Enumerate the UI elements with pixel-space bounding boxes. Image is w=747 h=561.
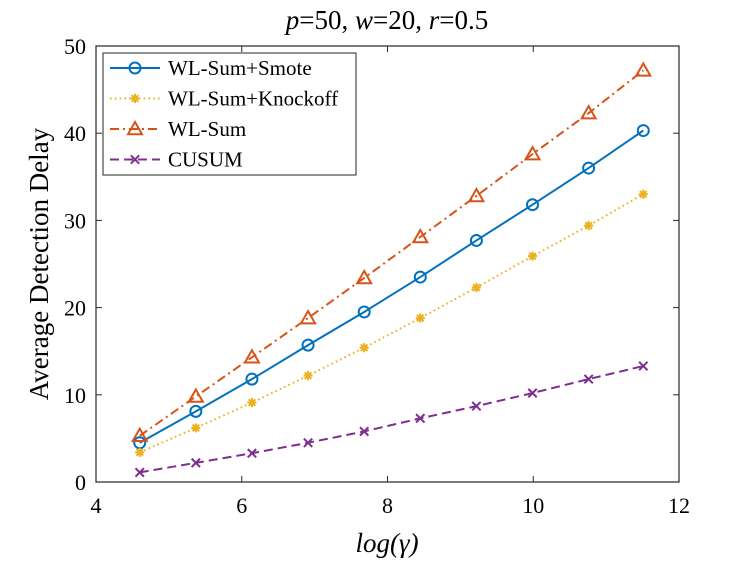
data-point xyxy=(303,437,313,448)
data-point xyxy=(636,124,650,138)
data-point xyxy=(189,404,203,418)
data-point xyxy=(413,270,427,284)
data-point xyxy=(471,282,482,293)
title-p-val: =50, xyxy=(299,5,355,35)
axis-ticks: 4 6 8 10 12 0 10 20 30 40 50 xyxy=(64,34,690,518)
data-point xyxy=(523,145,542,161)
x-axis-label: log(γ) xyxy=(355,528,418,558)
y-tick-label: 30 xyxy=(64,208,86,233)
data-point xyxy=(355,268,373,285)
data-point xyxy=(131,426,149,443)
data-point xyxy=(359,343,369,353)
data-point xyxy=(134,467,145,478)
legend-label: WL-Sum xyxy=(168,117,246,141)
data-point xyxy=(471,401,482,412)
chart-title: p=50, w=20, r=0.5 xyxy=(284,5,488,35)
y-tick-label: 40 xyxy=(64,121,86,146)
data-point xyxy=(191,423,201,433)
data-point xyxy=(243,348,261,364)
y-tick-label: 0 xyxy=(75,470,86,495)
data-point xyxy=(415,413,426,424)
x-tick-label: 10 xyxy=(522,493,544,518)
legend-label: WL-Sum+Smote xyxy=(168,56,312,80)
title-p-var: p xyxy=(284,5,300,35)
data-point xyxy=(190,457,201,468)
series-wl-sum-smote xyxy=(133,124,650,450)
y-axis-label: Average Detection Delay xyxy=(24,127,54,400)
data-point xyxy=(187,387,205,403)
data-point xyxy=(247,398,257,408)
series-wl-sum xyxy=(131,61,653,443)
data-point xyxy=(467,186,486,203)
data-point xyxy=(247,448,257,459)
series-group xyxy=(131,61,653,478)
legend-marker xyxy=(130,93,140,104)
title-r-val: =0.5 xyxy=(439,5,488,35)
legend-marker xyxy=(128,61,142,75)
series-line xyxy=(139,365,644,474)
legend: WL-Sum+Smote WL-Sum+Knockoff WL-Sum CUSUM xyxy=(102,52,357,176)
data-point xyxy=(584,221,594,231)
y-tick-label: 10 xyxy=(64,383,86,408)
data-point xyxy=(411,227,430,244)
data-point xyxy=(359,426,370,437)
data-point xyxy=(582,161,596,175)
title-w-var: w xyxy=(355,5,373,35)
data-point xyxy=(583,374,594,385)
x-tick-label: 8 xyxy=(382,493,393,518)
legend-label: WL-Sum+Knockoff xyxy=(168,87,338,111)
data-point xyxy=(299,309,317,325)
legend-marker xyxy=(130,154,140,165)
series-line xyxy=(139,129,644,444)
title-r-var: r xyxy=(429,5,440,35)
x-tick-label: 12 xyxy=(668,493,690,518)
series-line xyxy=(139,69,644,437)
data-point xyxy=(638,361,649,371)
legend-box xyxy=(102,52,357,176)
data-point xyxy=(634,61,653,77)
y-tick-label: 50 xyxy=(64,34,86,59)
data-point xyxy=(579,104,598,120)
series-cusum xyxy=(134,361,649,478)
x-tick-label: 4 xyxy=(91,493,102,518)
series-line xyxy=(139,193,644,454)
y-tick-label: 20 xyxy=(64,296,86,321)
data-point xyxy=(357,305,371,319)
data-point xyxy=(526,198,540,212)
data-point xyxy=(415,313,425,323)
series-wl-sum-knockoff xyxy=(135,189,648,457)
data-point xyxy=(527,251,538,261)
legend-marker xyxy=(126,119,144,136)
data-point xyxy=(527,388,538,398)
data-point xyxy=(135,447,145,457)
title-w-val: =20, xyxy=(373,5,429,35)
data-point xyxy=(469,233,483,247)
data-point xyxy=(303,371,313,381)
data-point xyxy=(638,189,648,199)
legend-label: CUSUM xyxy=(168,148,243,172)
x-tick-label: 6 xyxy=(236,493,247,518)
data-point xyxy=(301,338,315,352)
data-point xyxy=(245,372,259,386)
